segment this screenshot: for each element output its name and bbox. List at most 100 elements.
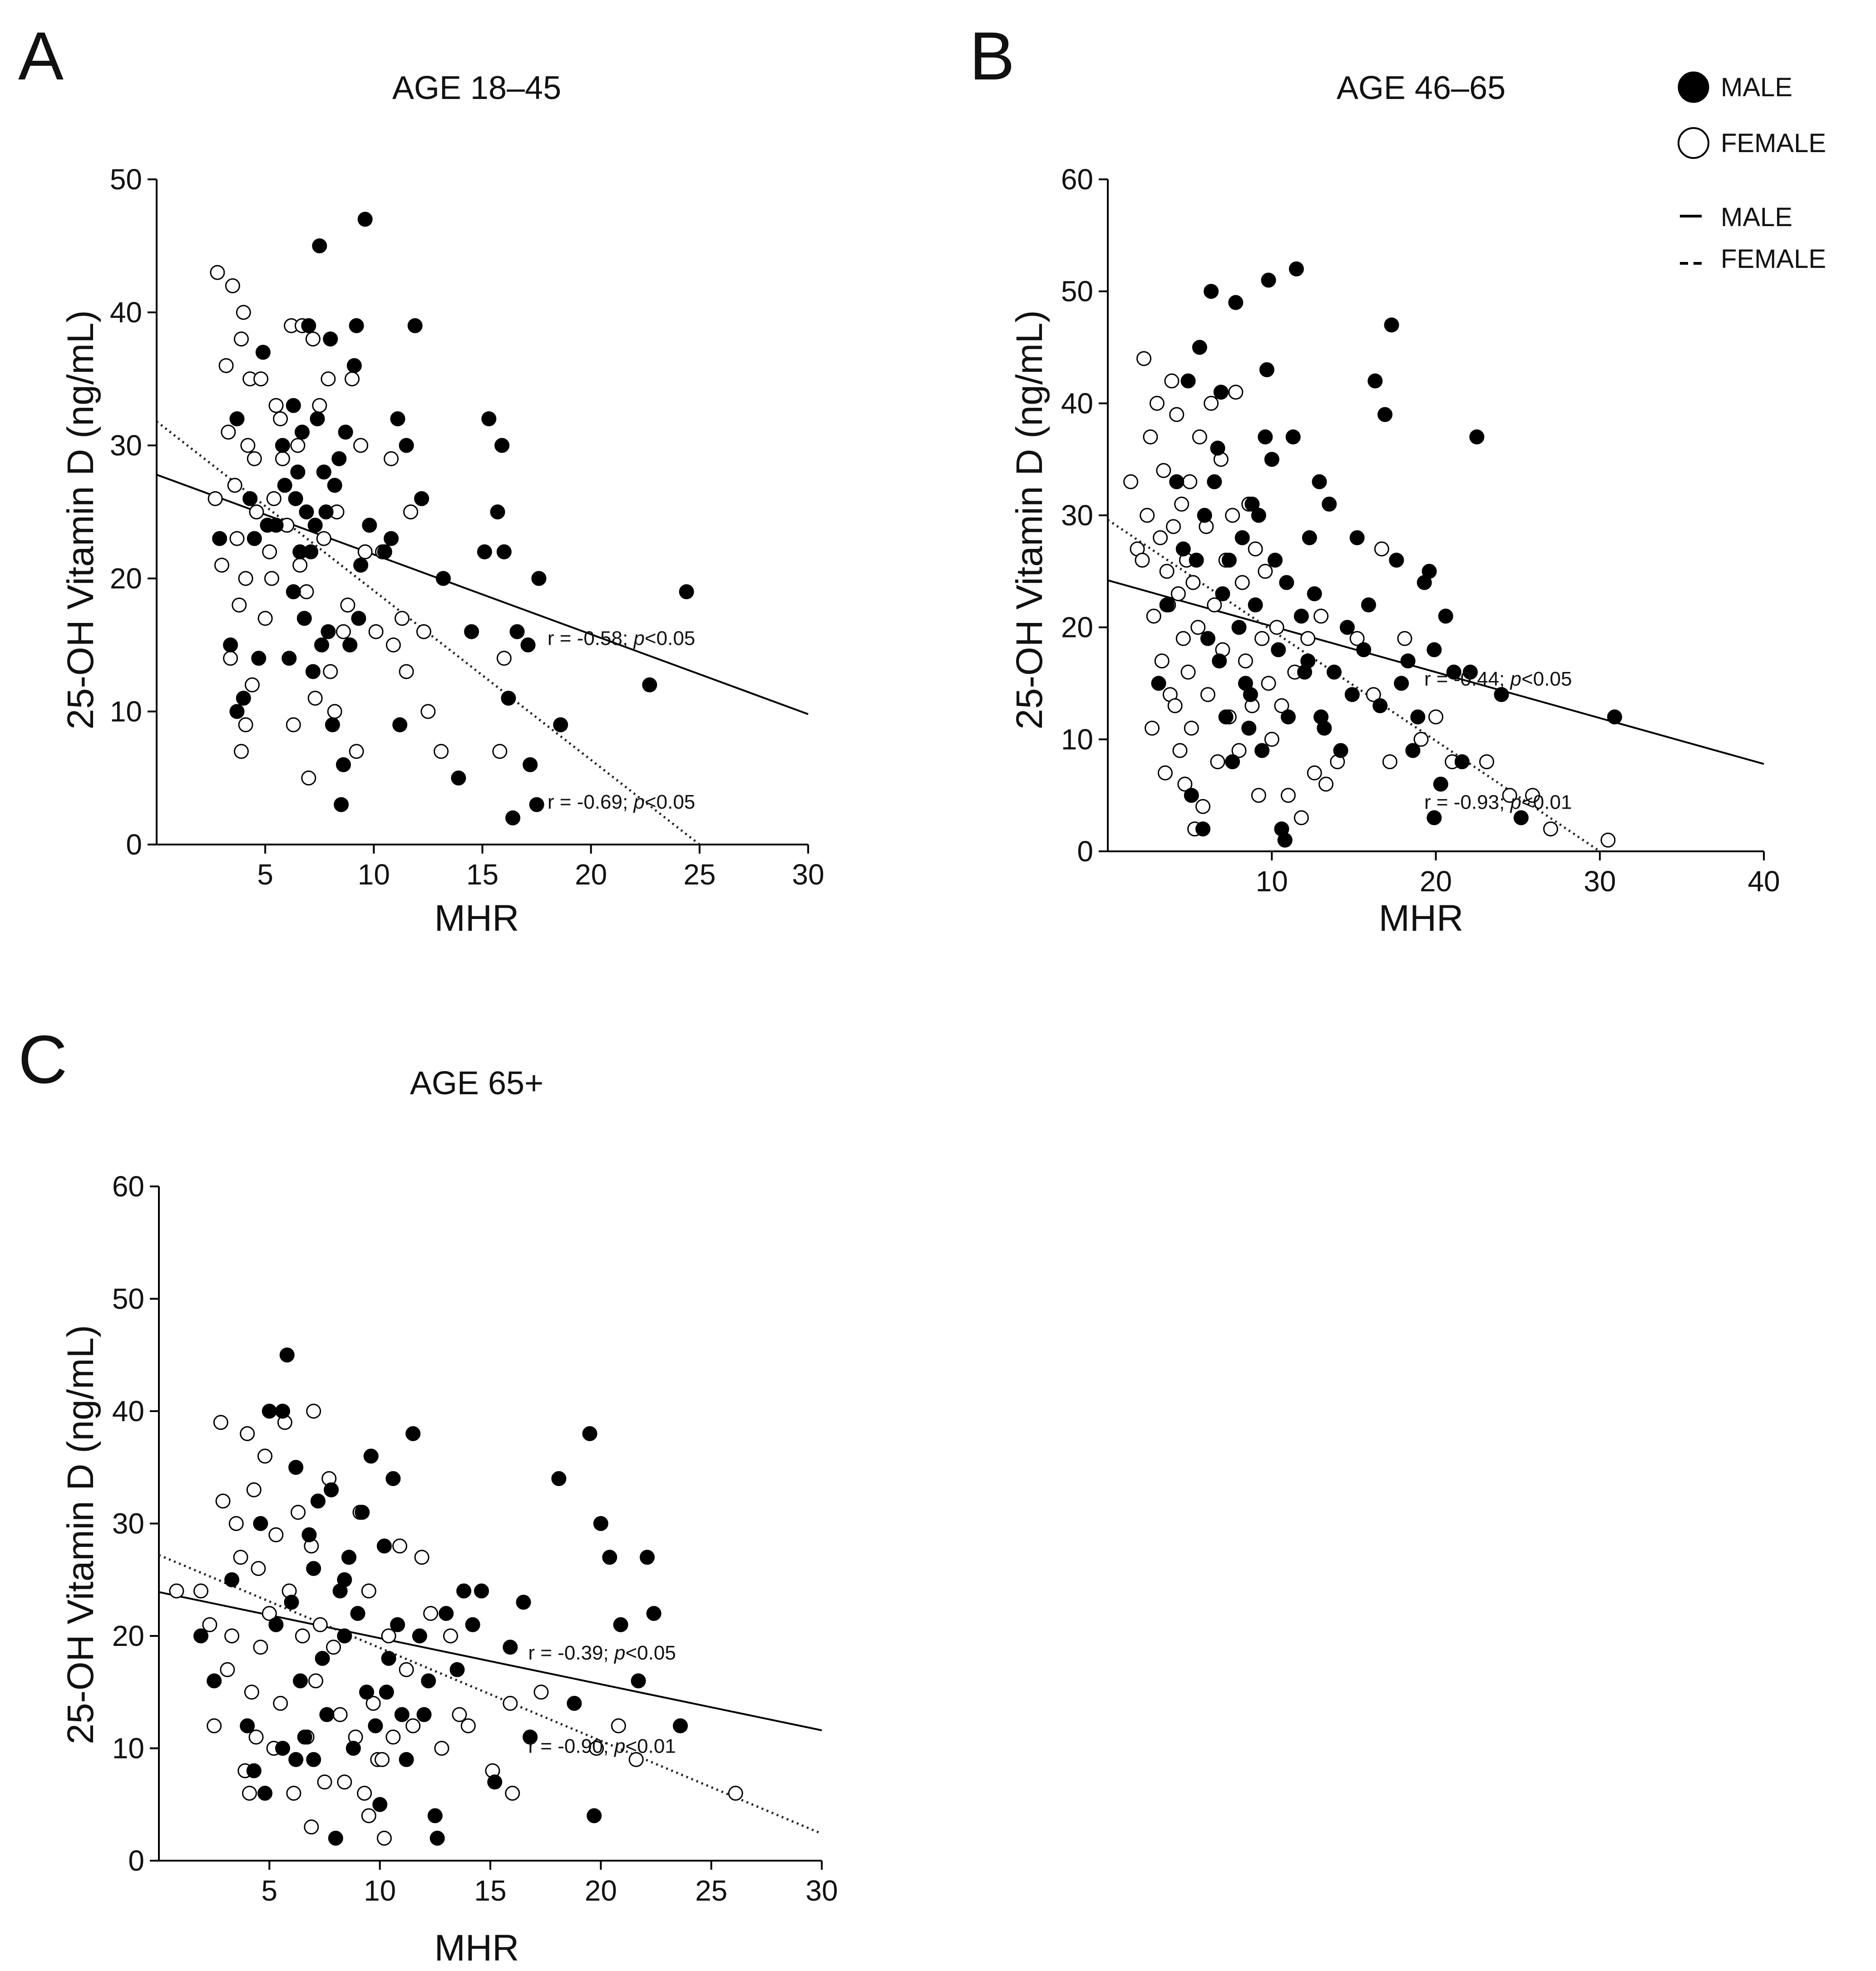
point-male — [212, 531, 227, 546]
point-male — [306, 1752, 321, 1767]
point-female — [301, 771, 316, 785]
point-male — [1234, 530, 1250, 545]
point-male — [319, 1707, 335, 1722]
point-male — [1427, 642, 1442, 657]
point-male — [325, 717, 340, 732]
point-female — [238, 717, 253, 732]
point-female — [1313, 608, 1329, 624]
y-tick-label: 0 — [126, 828, 142, 861]
point-female — [1318, 776, 1333, 792]
point-female — [202, 1617, 217, 1632]
point-female — [414, 1550, 430, 1565]
point-female — [1164, 373, 1180, 389]
point-male — [368, 1718, 383, 1734]
point-male — [193, 1628, 208, 1644]
point-female — [423, 1606, 439, 1621]
point-male — [1313, 709, 1329, 725]
point-male — [288, 1752, 304, 1767]
point-male — [268, 518, 284, 533]
x-tick-label: 15 — [466, 858, 499, 891]
correlation-annotation: r = -0.90; p<0.01 — [528, 1735, 676, 1757]
x-tick-label: 10 — [364, 1874, 396, 1907]
point-male — [303, 544, 319, 559]
legend-item-female-line: FEMALE — [1680, 244, 1826, 274]
point-male — [338, 425, 353, 440]
point-female — [1204, 395, 1219, 411]
point-male — [310, 1493, 326, 1509]
point-male — [1469, 429, 1485, 445]
point-female — [340, 598, 355, 613]
point-female — [273, 411, 288, 426]
point-female — [1174, 496, 1190, 512]
point-male — [1433, 776, 1448, 792]
point-female — [228, 1516, 244, 1531]
point-male — [1180, 373, 1196, 389]
point-male — [1271, 642, 1286, 657]
point-male — [1361, 597, 1376, 613]
point-female — [375, 1752, 390, 1767]
point-male — [421, 1673, 436, 1689]
point-male — [346, 358, 362, 373]
point-male — [1384, 317, 1399, 333]
point-male — [327, 478, 342, 493]
point-female — [1200, 687, 1215, 702]
point-male — [631, 1673, 646, 1689]
point-male — [1210, 440, 1225, 456]
point-male — [385, 1471, 401, 1486]
point-male — [1169, 474, 1185, 489]
point-female — [1210, 754, 1225, 770]
point-male — [1215, 586, 1230, 602]
point-male — [1344, 687, 1360, 702]
point-male — [337, 1628, 352, 1644]
point-female — [246, 1482, 262, 1497]
point-male — [331, 451, 347, 466]
x-tick-label: 20 — [585, 1874, 617, 1907]
point-male — [1241, 721, 1257, 736]
point-female — [1502, 788, 1517, 803]
point-female — [312, 1617, 328, 1632]
point-female — [1349, 631, 1365, 646]
point-female — [1195, 799, 1210, 814]
point-female — [262, 544, 277, 559]
point-female — [384, 451, 399, 466]
point-male — [487, 1774, 503, 1790]
point-female — [492, 744, 508, 759]
panel-a-plot-area: 0 10 20 30 40 50 5 10 15 20 25 30 r = -0.58; p<0.05 r… — [110, 163, 824, 891]
point-female — [223, 651, 238, 666]
y-tick-label: 40 — [1061, 387, 1093, 420]
point-male — [295, 425, 310, 440]
point-male — [328, 1831, 343, 1846]
point-male — [1218, 709, 1234, 725]
legend: MALE FEMALE MALE FEMALE — [1678, 71, 1826, 274]
point-female — [1157, 765, 1173, 780]
point-female — [385, 1729, 401, 1745]
panel-b-y-axis-label: 25-OH Vitamin D (ng/mL) — [1009, 310, 1050, 730]
point-female — [365, 1696, 381, 1711]
point-male — [1264, 452, 1279, 467]
point-female — [1428, 709, 1443, 725]
point-female — [233, 1550, 248, 1565]
point-female — [326, 1640, 341, 1655]
point-female — [332, 1707, 348, 1722]
point-male — [353, 558, 369, 573]
point-male — [253, 1516, 268, 1531]
legend-label-female-line: FEMALE — [1721, 244, 1826, 274]
point-male — [1248, 597, 1263, 613]
point-male — [288, 491, 303, 506]
point-male — [602, 1550, 617, 1565]
point-female — [1154, 653, 1170, 669]
point-male — [1607, 709, 1622, 725]
point-female — [1228, 385, 1244, 400]
point-female — [266, 491, 281, 506]
point-female — [317, 1774, 332, 1790]
point-female — [345, 371, 360, 386]
point-female — [244, 1684, 259, 1700]
point-female — [1177, 776, 1193, 792]
point-male — [377, 544, 392, 559]
point-female — [306, 1403, 321, 1419]
point-female — [460, 1718, 476, 1734]
point-male — [286, 584, 301, 599]
point-male — [293, 1673, 308, 1689]
y-tick-label: 10 — [110, 695, 142, 728]
point-male — [305, 664, 321, 679]
